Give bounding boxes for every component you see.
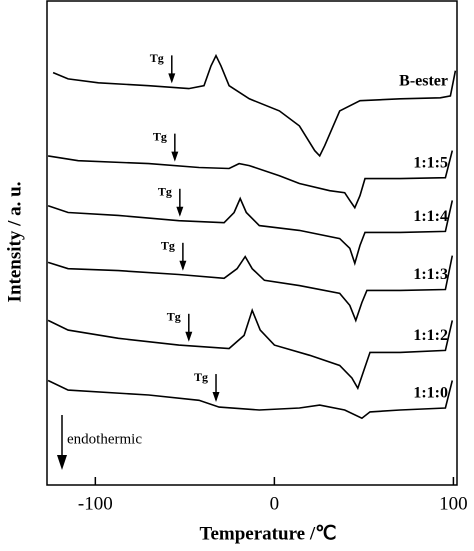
curve (47, 307, 454, 391)
tg-arrowhead (176, 206, 184, 217)
legend-label: 1:1:0 (413, 385, 448, 402)
legend-label: 1:1:2 (413, 327, 448, 344)
tg-arrowhead (185, 331, 193, 342)
tg-arrowhead (179, 260, 187, 271)
curve (52, 53, 457, 158)
tg-arrowhead (212, 392, 220, 403)
tg-label: Tg (158, 185, 172, 199)
tg-label: Tg (153, 129, 167, 143)
tg-label: Tg (194, 370, 208, 384)
y-axis-label: Intensity / a. u. (4, 182, 25, 303)
legend-label: B-ester (399, 73, 448, 90)
legend-label: 1:1:4 (413, 208, 448, 225)
x-tick-label: 0 (270, 493, 280, 514)
tg-arrowhead (171, 151, 179, 162)
curve (47, 150, 454, 210)
legend-label: 1:1:5 (413, 154, 448, 171)
x-axis-label: Temperature /℃ (200, 523, 337, 544)
plot-frame (46, 0, 458, 486)
x-tick-label: -100 (78, 493, 113, 514)
tg-label: Tg (161, 239, 175, 253)
curve (47, 255, 454, 323)
endothermic-arrowhead (57, 455, 67, 470)
curve (47, 379, 454, 420)
curve (47, 196, 454, 266)
tg-arrowhead (168, 73, 176, 84)
legend-label: 1:1:3 (413, 266, 448, 283)
tg-label: Tg (167, 310, 181, 324)
tg-label: Tg (150, 51, 164, 65)
annotation: endothermic (67, 431, 142, 447)
x-tick-label: 100 (439, 493, 468, 514)
